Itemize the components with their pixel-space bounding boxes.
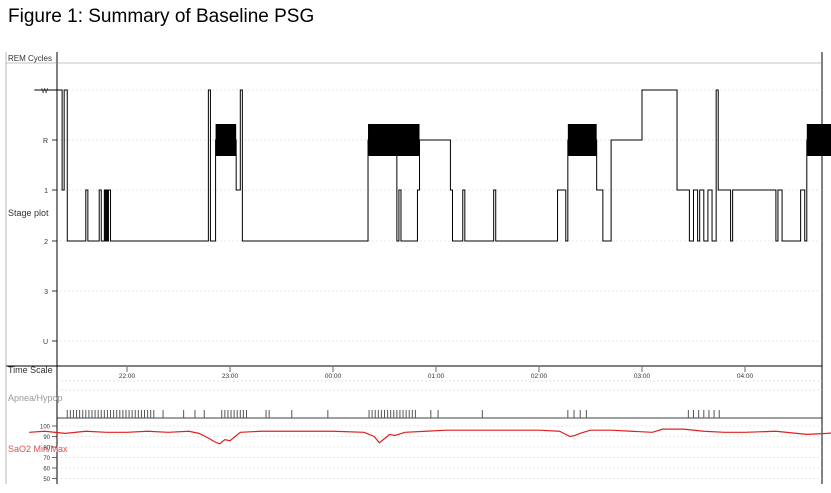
figure-title: Figure 1: Summary of Baseline PSG: [8, 6, 315, 27]
rem-cycles-label: REM Cycles: [8, 54, 52, 63]
spo2-tick-label: 50: [43, 477, 50, 483]
time-tick-label: 04:00: [737, 373, 754, 380]
frame: [5, 52, 823, 484]
stage-plot-label: Stage plot: [8, 208, 49, 218]
spo2-ticks: 100 90 80 70 60 50: [40, 425, 822, 483]
spo2-tick-label: 60: [43, 467, 50, 473]
apnea-events: [66, 410, 720, 418]
spo2-tick-label: 100: [40, 425, 51, 431]
stage-tick-label: 2: [44, 239, 48, 246]
time-ticks: 22:00 23:00 00:00 01:00 02:00 03:00 04:00: [119, 367, 754, 380]
hypnogram-line: [34, 89, 831, 242]
stage-tick-label: W: [41, 88, 48, 95]
time-tick-label: 00:00: [325, 373, 342, 380]
spo2-tick-label: 70: [43, 456, 50, 462]
stage-tick-label: R: [43, 138, 48, 145]
stage-tick-label: 1: [44, 188, 48, 195]
time-scale-label: Time Scale: [8, 365, 53, 375]
spo2-tick-label: 80: [43, 446, 50, 452]
spo2-line: [29, 428, 831, 445]
sao2-label: SaO2 Min/Max: [8, 444, 68, 454]
apnea-label: Apnea/Hypop: [8, 393, 63, 403]
rem-blocks: [215, 124, 831, 156]
time-tick-label: 22:00: [119, 373, 136, 380]
spo2-trace: [29, 428, 831, 445]
time-tick-label: 23:00: [222, 373, 239, 380]
time-tick-label: 03:00: [634, 373, 651, 380]
time-tick-label: 01:00: [428, 373, 445, 380]
stage-tick-label: 3: [44, 289, 48, 296]
stage-tick-label: U: [43, 339, 48, 346]
grid-layer: [57, 89, 822, 419]
time-tick-label: 02:00: [531, 373, 548, 380]
spo2-tick-label: 90: [43, 435, 50, 441]
hypnogram: [34, 89, 831, 242]
